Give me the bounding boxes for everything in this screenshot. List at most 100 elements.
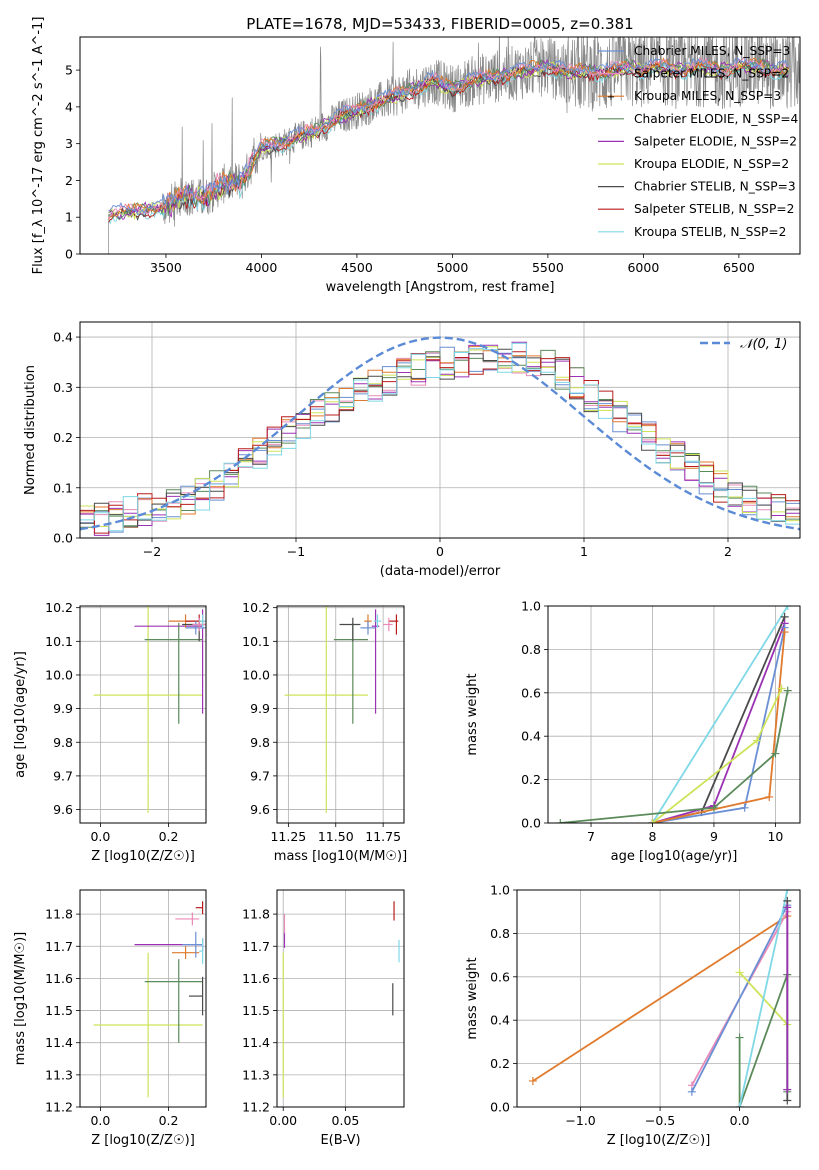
- y-tick-label: 11.7: [242, 939, 270, 954]
- x-tick-label: −2: [143, 544, 161, 559]
- x-tick-label: 5500: [532, 260, 564, 275]
- y-tick-label: 9.7: [53, 768, 73, 783]
- series-marker: [783, 890, 792, 894]
- data-point-kroupa_elodie: [93, 952, 203, 1098]
- y-tick-label: 0.3: [53, 380, 73, 395]
- chart-age_vs_mass: 11.25 11.50 11.75 9.6 9.7 9.8 9.9 10.0 10.1 10.2 m…: [242, 600, 407, 864]
- y-tick-label: 0.8: [521, 642, 541, 657]
- x-axis-label: Z [log10(Z/Z☉)]: [91, 849, 195, 864]
- model-spectrum-salpeter_elodie: [108, 58, 789, 221]
- y-tick-label: 9.7: [250, 768, 270, 783]
- plot-area: [528, 890, 792, 1107]
- x-tick-label: 0: [436, 544, 444, 559]
- data-point-kroupa_stelib: [373, 614, 382, 628]
- x-tick-label: 0.2: [159, 1113, 179, 1128]
- y-tick-label: 10.0: [242, 667, 270, 682]
- legend: Chabrier MILES, N_SSP=3 Salpeter MILES, N…: [598, 44, 799, 239]
- x-tick-label: 6500: [723, 260, 755, 275]
- data-point-chabrier_stelib: [188, 976, 204, 1016]
- y-axis-label: mass [log10(M/M☉)]: [13, 932, 28, 1065]
- y-tick-label: 0.2: [490, 1056, 510, 1071]
- series-marker: [687, 1087, 696, 1096]
- y-tick-label: 9.9: [53, 701, 73, 716]
- data-point-chabrier_miles: [182, 931, 203, 958]
- legend-label: Kroupa STELIB, N_SSP=2: [634, 225, 786, 239]
- legend-label: Kroupa MILES, N_SSP=3: [634, 89, 781, 103]
- x-tick-label: 0.2: [159, 829, 179, 844]
- y-tick-label: 3: [65, 136, 73, 151]
- series-kroupa_elodie: [648, 684, 786, 823]
- x-tick-label: 7: [587, 829, 595, 844]
- y-tick-label: 11.5: [45, 1003, 73, 1018]
- y-tick-label: 0.4: [53, 330, 73, 345]
- y-tick-label: 11.6: [45, 971, 73, 986]
- data-point-chabrier_elodie: [144, 959, 203, 1043]
- plot-area: [556, 606, 792, 823]
- y-tick-label: 0.8: [490, 926, 510, 941]
- y-tick-label: 5: [65, 63, 73, 78]
- series-marker: [783, 903, 792, 912]
- y-tick-label: 11.2: [242, 1100, 270, 1115]
- y-axis-label: mass weight: [465, 673, 480, 755]
- legend-label: Salpeter MILES, N_SSP=2: [634, 67, 789, 81]
- series-marker: [771, 749, 780, 758]
- y-tick-label: 1.0: [490, 883, 510, 898]
- y-tick-label: 1.0: [521, 599, 541, 614]
- series-marker: [783, 606, 792, 610]
- series-marker: [765, 792, 774, 801]
- series-marker: [777, 684, 786, 693]
- x-tick-label: 11.75: [365, 829, 401, 844]
- x-tick-label: 6000: [627, 260, 659, 275]
- x-axis-label: wavelength [Angstrom, rest frame]: [326, 280, 555, 295]
- y-tick-label: 9.6: [53, 802, 73, 817]
- plot-area: [108, 37, 800, 254]
- chart-title: PLATE=1678, MJD=53433, FIBERID=0005, z=0…: [246, 15, 633, 33]
- data-point-salpeter_stelib: [388, 614, 399, 635]
- y-tick-label: 11.4: [242, 1035, 270, 1050]
- x-tick-label: −1.0: [565, 1113, 595, 1128]
- legend-label: Kroupa ELODIE, N_SSP=2: [634, 157, 789, 171]
- series-line: [691, 904, 789, 1093]
- y-tick-label: 0.2: [521, 772, 541, 787]
- axes-frame: [79, 889, 207, 1108]
- series-line: [651, 688, 783, 823]
- y-axis-label: age [log10(age/yr)]: [13, 651, 28, 778]
- series-marker: [556, 819, 565, 823]
- plot-area: [80, 336, 800, 536]
- x-axis-label: E(B-V): [320, 1133, 360, 1148]
- x-tick-label: 0.0: [730, 1113, 750, 1128]
- chart-residuals: −2 −1 0 1 2 0.0 0.1 0.2 0.3 0.4 (data-model)/error…: [23, 321, 801, 579]
- axes-frame: [276, 889, 405, 1108]
- x-tick-label: 5000: [437, 260, 469, 275]
- series-line: [651, 606, 789, 823]
- legend-label: Chabrier ELODIE, N_SSP=4: [634, 112, 799, 126]
- series-marker: [783, 1096, 792, 1105]
- x-tick-label: 8: [649, 829, 657, 844]
- chart-age_vs_z: 0.0 0.2 9.6 9.7 9.8 9.9 10.0 10.1 10.2 Z [log10(Z…: [13, 600, 207, 864]
- x-tick-label: 1: [580, 544, 588, 559]
- legend-marker: +: [607, 92, 615, 103]
- y-tick-label: 11.3: [45, 1067, 73, 1082]
- series-marker: [735, 1103, 744, 1107]
- x-tick-label: 0.0: [90, 1113, 110, 1128]
- data-point-kroupa_miles: [171, 946, 200, 960]
- data-point-chabrier_stelib: [339, 617, 361, 642]
- x-tick-label: 4000: [246, 260, 278, 275]
- x-tick-label: 9: [710, 829, 718, 844]
- y-tick-label: 10.2: [45, 600, 73, 615]
- x-tick-label: 11.50: [318, 829, 354, 844]
- plot-area: [93, 901, 204, 1098]
- x-axis-label: mass [log10(M/M☉)]: [274, 849, 407, 864]
- series-marker: [783, 1085, 792, 1094]
- y-tick-label: 4: [65, 99, 73, 114]
- y-tick-label: 11.4: [45, 1035, 73, 1050]
- y-tick-label: 11.2: [45, 1100, 73, 1115]
- x-tick-label: 2: [724, 544, 732, 559]
- series-marker: [709, 803, 718, 812]
- y-tick-label: 11.3: [242, 1067, 270, 1082]
- plot-area: [93, 606, 206, 813]
- legend-label: Salpeter STELIB, N_SSP=2: [634, 202, 794, 216]
- y-tick-label: 10.1: [45, 634, 73, 649]
- y-tick-label: 11.8: [242, 907, 270, 922]
